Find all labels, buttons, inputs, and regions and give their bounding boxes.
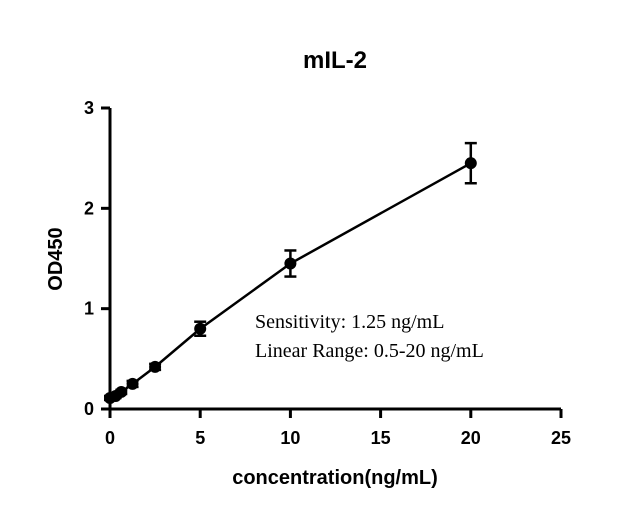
data-point-group bbox=[194, 320, 207, 338]
chart-title: mIL-2 bbox=[303, 47, 367, 74]
x-tick-label: 20 bbox=[461, 428, 481, 448]
x-tick-label: 5 bbox=[195, 428, 205, 448]
data-point-group bbox=[115, 385, 128, 398]
x-tick-label: 0 bbox=[105, 428, 115, 448]
x-axis-label: concentration(ng/mL) bbox=[232, 467, 438, 489]
y-tick-label: 2 bbox=[84, 198, 94, 218]
data-point bbox=[149, 360, 162, 373]
x-tick-label: 10 bbox=[280, 428, 300, 448]
data-point bbox=[126, 377, 139, 390]
y-tick-label: 3 bbox=[84, 98, 94, 118]
data-point-group bbox=[464, 141, 477, 185]
data-point bbox=[194, 322, 207, 335]
data-point-group bbox=[126, 377, 139, 390]
sensitivity-annotation: Sensitivity: 1.25 ng/mL bbox=[255, 311, 444, 333]
data-point-group bbox=[284, 249, 297, 278]
linear-range-annotation: Linear Range: 0.5-20 ng/mL bbox=[255, 340, 484, 362]
y-tick-label: 1 bbox=[84, 299, 94, 319]
data-point bbox=[284, 257, 297, 270]
y-axis-label: OD450 bbox=[45, 227, 67, 290]
y-tick-label: 0 bbox=[84, 399, 94, 419]
axes bbox=[108, 108, 561, 411]
x-tick-label: 25 bbox=[551, 428, 571, 448]
x-tick-label: 15 bbox=[371, 428, 391, 448]
data-point bbox=[115, 385, 128, 398]
data-point-group bbox=[149, 360, 162, 373]
series-line bbox=[109, 162, 472, 400]
data-point bbox=[464, 157, 477, 170]
